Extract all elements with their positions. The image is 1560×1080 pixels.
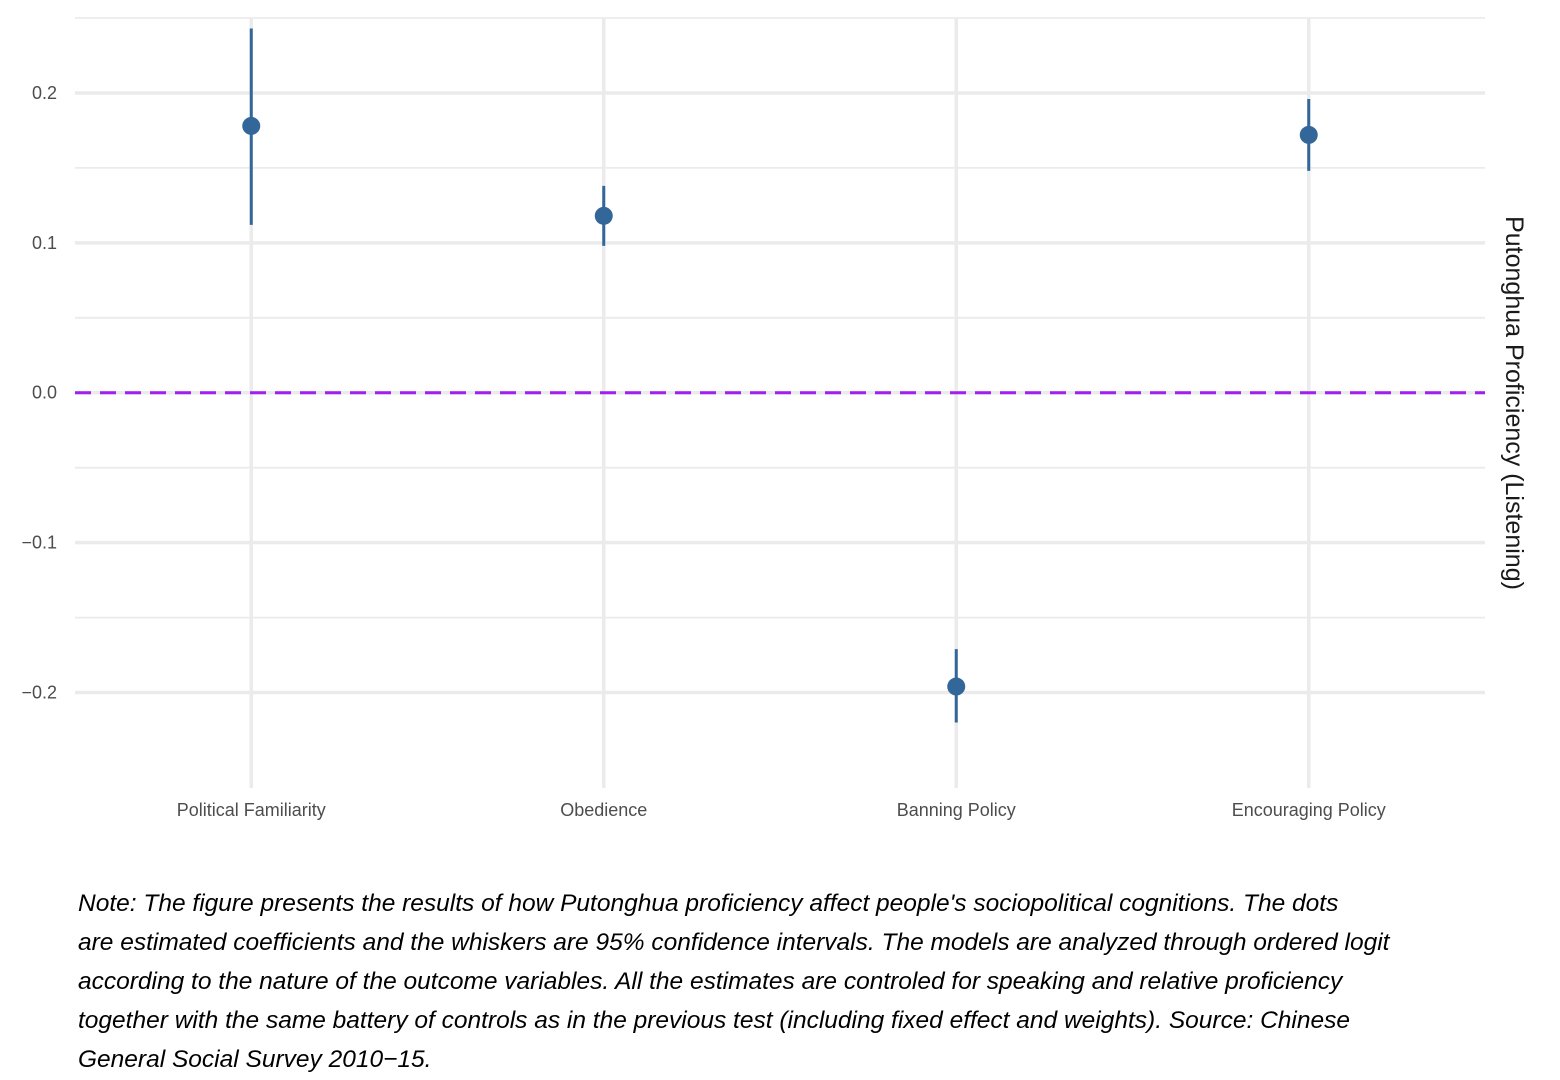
- note-line: General Social Survey 2010−15.: [78, 1046, 432, 1073]
- coefficient-point: [594, 206, 613, 225]
- x-tick-label: Banning Policy: [897, 800, 1016, 820]
- x-tick-label: Political Familiarity: [177, 800, 326, 820]
- y-tick-label: 0.1: [32, 233, 57, 253]
- x-axis-tick-labels: Political Familiarity Obedience Banning Po…: [177, 800, 1386, 820]
- major-gridlines: [75, 18, 1485, 788]
- y-tick-label: 0.2: [32, 83, 57, 103]
- figure-note: Note: The figure presents the results of…: [78, 884, 1528, 1079]
- y-tick-label: −0.1: [21, 533, 57, 553]
- side-axis-label: Putonghua Proficiency (Listening): [1500, 216, 1528, 590]
- y-axis-tick-labels: −0.2 −0.1 0.0 0.1 0.2: [21, 83, 57, 703]
- coefficient-point: [242, 116, 261, 135]
- data-marks: [242, 28, 1318, 723]
- y-tick-label: 0.0: [32, 383, 57, 403]
- coefficient-point: [1299, 125, 1318, 144]
- x-tick-label: Encouraging Policy: [1232, 800, 1386, 820]
- minor-gridlines: [75, 17, 1485, 619]
- coefficient-point: [947, 677, 966, 696]
- note-line: together with the same battery of contro…: [78, 1007, 1350, 1034]
- note-line: are estimated coefficients and the whisk…: [78, 929, 1390, 956]
- y-tick-label: −0.2: [21, 683, 57, 703]
- x-tick-label: Obedience: [560, 800, 647, 820]
- coefficient-chart: −0.2 −0.1 0.0 0.1 0.2 Political Familiarity O…: [21, 17, 1528, 820]
- note-line: Note: The figure presents the results of…: [78, 890, 1339, 917]
- note-line: according to the nature of the outcome v…: [78, 968, 1343, 995]
